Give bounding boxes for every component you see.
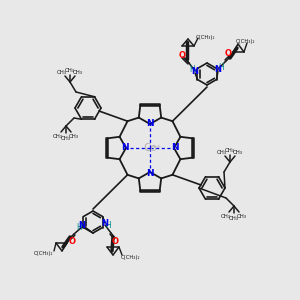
Text: C(CH₃)₂: C(CH₃)₂ [121, 254, 140, 260]
Text: CH₃: CH₃ [57, 70, 67, 74]
Text: CH₃: CH₃ [217, 149, 227, 154]
Text: N: N [146, 169, 154, 178]
Text: CH₃: CH₃ [225, 148, 235, 152]
Text: O: O [68, 236, 76, 245]
Text: N: N [101, 220, 109, 229]
Text: ++: ++ [152, 145, 162, 149]
Text: CH₃: CH₃ [73, 70, 83, 74]
Text: C(CH₃)₂: C(CH₃)₂ [34, 250, 53, 256]
Text: C(CH₃)₂: C(CH₃)₂ [196, 34, 215, 40]
Text: H: H [189, 65, 195, 74]
Text: CH₃: CH₃ [53, 134, 63, 139]
Text: C(CH₃)₂: C(CH₃)₂ [236, 38, 256, 43]
Text: CH₃: CH₃ [61, 136, 71, 140]
Text: N: N [171, 143, 179, 152]
Text: CH₃: CH₃ [221, 214, 231, 218]
Text: CH₃: CH₃ [69, 134, 79, 139]
Text: H: H [76, 224, 82, 232]
Text: N: N [121, 143, 129, 152]
Text: CH₃: CH₃ [229, 215, 239, 220]
Text: CH₃: CH₃ [237, 214, 247, 218]
Text: H: H [218, 64, 224, 73]
Text: CH₃: CH₃ [65, 68, 75, 73]
Text: O: O [112, 236, 118, 245]
Text: N: N [146, 118, 154, 127]
Text: Co: Co [143, 143, 157, 153]
Text: N: N [79, 221, 86, 230]
Text: CH₃: CH₃ [233, 149, 243, 154]
Text: O: O [224, 50, 232, 58]
Text: N: N [191, 68, 199, 76]
Text: O: O [178, 52, 185, 61]
Text: H: H [105, 221, 111, 230]
Text: N: N [214, 65, 221, 74]
